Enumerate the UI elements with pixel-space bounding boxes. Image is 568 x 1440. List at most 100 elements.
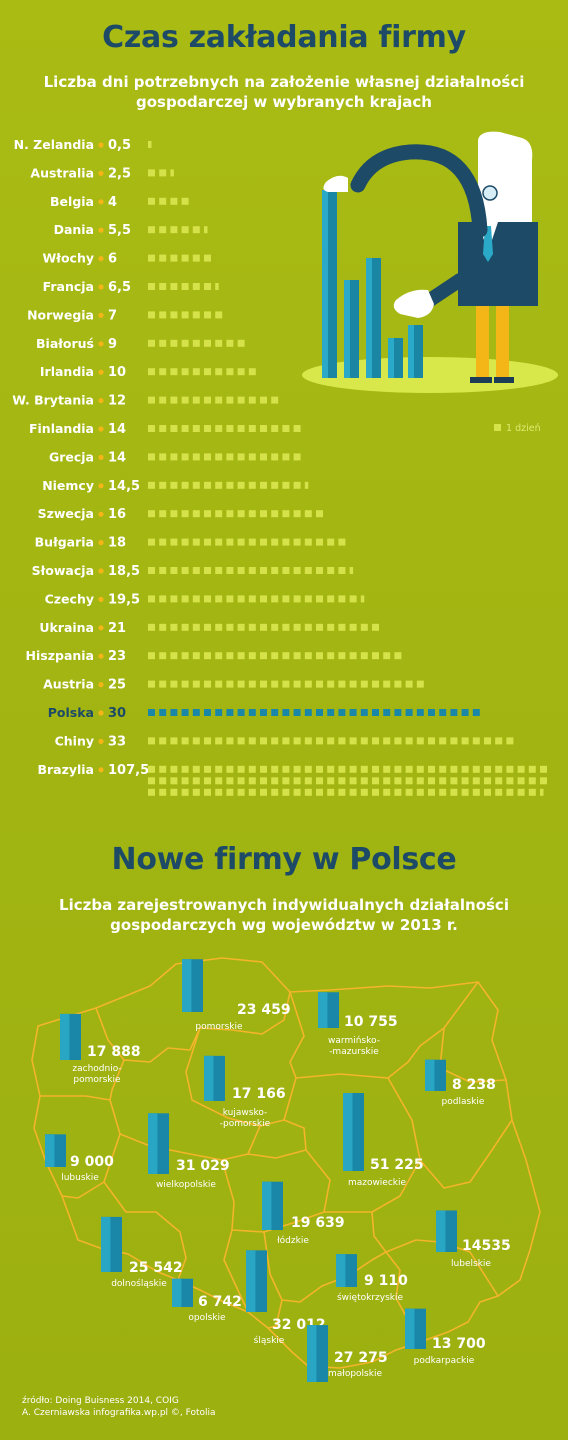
- bar-row: Ukraina 21: [39, 620, 379, 636]
- day-square: [237, 368, 245, 376]
- day-square: [327, 737, 335, 745]
- bullet-icon: [98, 341, 104, 347]
- day-square: [215, 510, 223, 518]
- day-square: [260, 595, 267, 603]
- region-border: [231, 1149, 331, 1233]
- day-square: [181, 425, 189, 432]
- day-square: [416, 765, 424, 773]
- day-square: [159, 788, 167, 796]
- day-square: [472, 737, 480, 745]
- day-square: [226, 652, 234, 660]
- day-square: [226, 425, 234, 432]
- bar-row: Brazylia 107,5: [37, 762, 547, 796]
- day-square: [271, 567, 279, 574]
- day-square: [215, 481, 223, 489]
- day-square: [170, 254, 178, 262]
- day-square: [248, 623, 256, 631]
- day-square: [304, 481, 309, 489]
- day-square: [282, 510, 290, 518]
- day-square: [248, 652, 256, 660]
- day-square: [181, 595, 189, 603]
- day-square: [215, 709, 223, 716]
- region-value: 17 888: [87, 1044, 141, 1060]
- day-square: [495, 737, 503, 745]
- day-square: [181, 283, 189, 290]
- illustration-arm: [350, 144, 488, 238]
- day-square: [192, 788, 200, 796]
- country-label: Słowacja: [32, 563, 94, 578]
- country-label: Francja: [43, 279, 94, 294]
- illustration-bars: [322, 190, 423, 378]
- region-value: 17 166: [232, 1086, 286, 1102]
- country-label: Szwecja: [38, 506, 94, 521]
- glasses-icon: [482, 185, 498, 201]
- day-square: [282, 453, 290, 461]
- value-label: 33: [108, 734, 126, 749]
- days-bar-chart: N. Zelandia 0,5 Australia 2,5 Belgia 4 Dania 5,…: [12, 137, 547, 796]
- day-square: [439, 777, 447, 785]
- day-square: [204, 765, 211, 773]
- day-square: [461, 709, 469, 716]
- day-square: [428, 777, 435, 785]
- day-square: [304, 777, 312, 785]
- day-square: [192, 510, 200, 518]
- day-square: [181, 788, 189, 796]
- day-square: [327, 652, 335, 660]
- day-square: [159, 595, 167, 603]
- day-square: [204, 652, 211, 660]
- day-square: [528, 777, 536, 785]
- bar-row: Irlandia 10: [40, 364, 256, 380]
- value-label: 23: [108, 649, 126, 664]
- region-marker: 17 166 kujawsko--pomorskie: [204, 1055, 286, 1129]
- day-square: [338, 680, 346, 688]
- day-square: [192, 453, 200, 461]
- day-square: [181, 680, 189, 688]
- value-label: 25: [108, 678, 126, 693]
- day-square: [226, 737, 234, 745]
- region-marker: 25 542 dolnośląskie: [101, 1216, 183, 1289]
- bar-row: Norwegia 7: [27, 307, 223, 323]
- day-square: [349, 680, 357, 688]
- day-square: [181, 623, 189, 631]
- day-square: [192, 368, 200, 376]
- region-marker: 27 275 małopolskie: [307, 1325, 388, 1382]
- day-square: [271, 765, 279, 773]
- day-square: [148, 368, 155, 376]
- day-square: [338, 652, 346, 660]
- day-square: [304, 788, 312, 796]
- day-square: [159, 453, 167, 461]
- day-square: [271, 709, 279, 716]
- bar-row: Włochy 6: [43, 251, 211, 267]
- day-square: [372, 652, 379, 660]
- day-square: [159, 339, 167, 347]
- day-square: [282, 777, 290, 785]
- illustration-leg: [476, 300, 489, 382]
- day-square: [349, 567, 354, 574]
- section2-title: Nowe firmy w Polsce: [111, 842, 457, 877]
- day-square: [248, 510, 256, 518]
- day-square: [293, 737, 301, 745]
- day-square: [226, 709, 234, 716]
- day-square: [148, 538, 155, 546]
- bullet-icon: [98, 142, 104, 148]
- day-square: [170, 623, 178, 631]
- day-square: [204, 538, 211, 546]
- day-square: [192, 680, 200, 688]
- day-square: [204, 777, 211, 785]
- day-square: [148, 169, 155, 177]
- region-name: podkarpackie: [414, 1356, 475, 1366]
- day-square: [327, 788, 335, 796]
- day-square: [282, 567, 290, 574]
- day-square: [248, 425, 256, 432]
- day-square: [215, 538, 223, 546]
- day-square: [360, 623, 368, 631]
- day-square: [248, 737, 256, 745]
- day-square: [170, 481, 178, 489]
- day-square: [517, 765, 525, 773]
- day-square: [349, 777, 357, 785]
- day-square: [148, 709, 155, 716]
- bar-row: Niemcy 14,5: [42, 478, 309, 494]
- day-square: [405, 709, 413, 716]
- day-square: [148, 595, 155, 603]
- day-square: [316, 765, 323, 773]
